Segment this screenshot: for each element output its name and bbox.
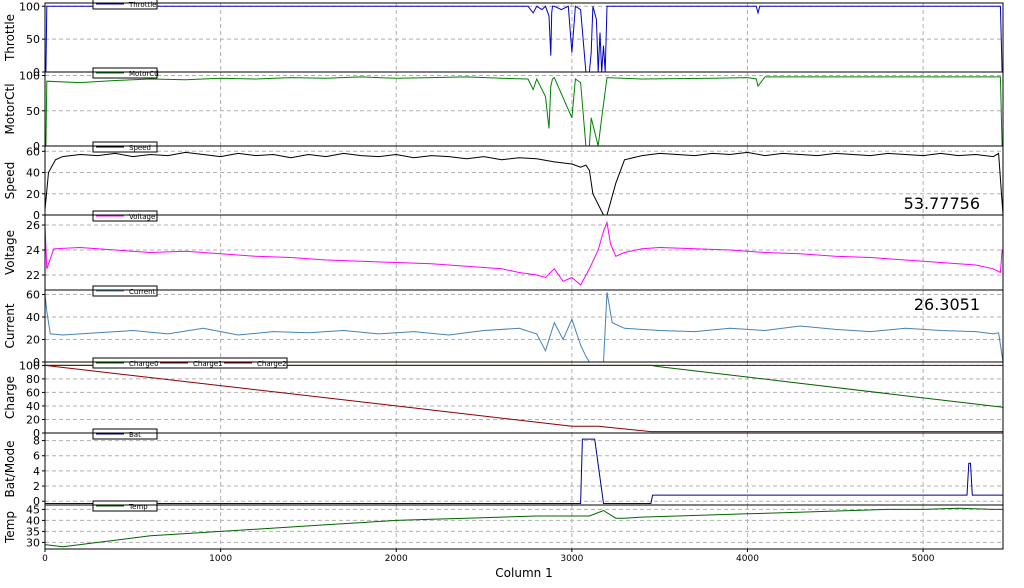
panel-background: [45, 505, 1003, 549]
y-tick-label: 40: [26, 167, 40, 180]
legend-box: [92, 357, 288, 369]
series-line-throttle: [45, 5, 1003, 73]
y-tick-label: 30: [26, 536, 40, 549]
y-axis-label: Voltage: [3, 230, 17, 275]
y-tick-label: 100: [19, 359, 40, 372]
x-tick-label: 3000: [560, 554, 583, 564]
y-tick-label: 60: [26, 145, 40, 158]
panel-speed: 0 20 40 60 Speed Speed 53.77756: [3, 141, 1004, 222]
y-tick-label: 8: [33, 435, 40, 448]
legend-label: Charge0: [129, 360, 159, 368]
y-tick-label: 24: [26, 244, 40, 257]
y-tick-label: 100: [19, 70, 40, 83]
y-tick-label: 0: [33, 66, 40, 79]
legend-label: Bat: [129, 431, 141, 439]
x-axis-label: Column 1: [495, 566, 552, 580]
legend-box: [92, 285, 158, 297]
y-tick-label: 20: [26, 188, 40, 201]
legend-label: Throttle: [128, 1, 156, 9]
x-tick-label: 5000: [912, 554, 935, 564]
y-axis-label: MotorCtl: [3, 83, 17, 134]
x-tick-label: 4000: [736, 554, 759, 564]
panel-voltage: 22 24 26 Voltage Voltage: [3, 210, 1004, 291]
y-tick-label: 0: [33, 140, 40, 153]
y-tick-label: 40: [26, 400, 40, 413]
y-tick-label: 45: [26, 503, 40, 516]
y-tick-label: 80: [26, 373, 40, 386]
x-tick-label: 1000: [209, 554, 232, 564]
legend-label: Current: [129, 288, 156, 296]
y-tick-label: 4: [33, 465, 40, 478]
y-tick-label: 22: [26, 269, 40, 282]
panel-background: [45, 290, 1003, 362]
y-tick-label: 40: [26, 514, 40, 527]
legend-label: Voltage: [129, 213, 155, 221]
series-line-bat: [45, 438, 1003, 504]
y-tick-label: 20: [26, 413, 40, 426]
annotation-value: 53.77756: [904, 194, 980, 213]
series-line-voltage: [44, 220, 1003, 286]
y-tick-label: 40: [26, 311, 40, 324]
y-tick-label: 100: [19, 0, 40, 13]
y-tick-label: 35: [26, 525, 40, 538]
series-line-temp: [44, 507, 1003, 548]
series-line-motorctl: [45, 76, 1003, 147]
panel-background: [45, 215, 1003, 290]
y-tick-label: 50: [26, 33, 40, 46]
panel-current: 0 20 40 60 Current Current 26.3051: [3, 285, 1004, 369]
legend-box: [92, 141, 158, 153]
panel-frame: [44, 504, 1004, 550]
y-axis-label: Temp: [3, 511, 17, 544]
y-tick-label: 20: [26, 334, 40, 347]
panel-background: [45, 146, 1003, 215]
y-axis-label: Bat/Mode: [3, 440, 17, 497]
y-axis-label: Speed: [3, 162, 17, 200]
y-tick-label: 26: [26, 219, 40, 232]
panel-background: [45, 72, 1003, 146]
x-tick-label: 0: [42, 554, 48, 564]
series-line-speed: [44, 151, 1004, 216]
legend-label: Speed: [129, 144, 151, 152]
panel-bat-mode: 0 2 4 6 8 Bat/Mode Bat: [3, 428, 1004, 508]
y-tick-label: 2: [33, 480, 40, 493]
y-axis-label: Throttle: [3, 14, 17, 62]
y-tick-label: 60: [26, 386, 40, 399]
y-axis-label: Charge: [3, 376, 17, 419]
series-line-current: [44, 292, 1004, 363]
legend-box: [92, 210, 158, 222]
y-tick-label: 0: [33, 356, 40, 369]
y-tick-label: 0: [33, 209, 40, 222]
panel-background: [45, 362, 1003, 433]
legend-box: [92, 0, 158, 10]
legend-box: [92, 500, 158, 512]
annotation-value: 26.3051: [914, 295, 980, 314]
legend-label: MotorCtl: [129, 70, 159, 78]
x-tick-label: 2000: [385, 554, 408, 564]
y-tick-label: 0: [33, 495, 40, 508]
legend-label: Charge2: [257, 360, 287, 368]
y-axis-label: Current: [3, 303, 17, 348]
legend-box: [92, 428, 158, 440]
y-tick-label: 6: [33, 450, 40, 463]
y-tick-label: 60: [26, 289, 40, 302]
y-tick-label: 50: [26, 105, 40, 118]
panel-background: [45, 3, 1003, 72]
series-line-charge2: [44, 364, 1003, 433]
panel-background: [45, 433, 1003, 505]
legend-label: Charge1: [193, 360, 223, 368]
legend-box: [92, 67, 158, 79]
y-tick-label: 0: [33, 427, 40, 440]
legend-label: Temp: [128, 503, 148, 511]
